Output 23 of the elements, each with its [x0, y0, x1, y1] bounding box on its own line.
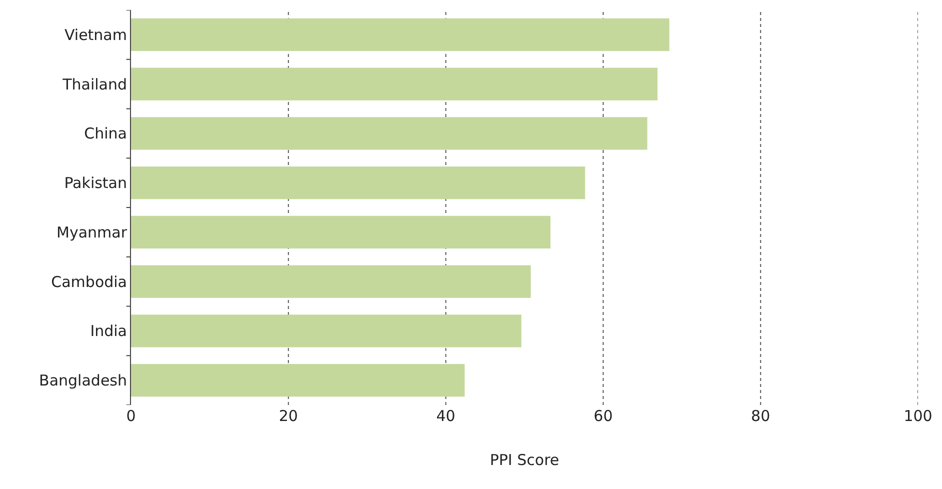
bar	[131, 265, 531, 298]
x-tick-label: 0	[126, 407, 136, 425]
x-tick-label: 80	[751, 407, 770, 425]
y-tick-label: India	[90, 322, 127, 340]
bar	[131, 117, 648, 150]
bar	[131, 166, 586, 200]
x-tick-label: 100	[904, 407, 932, 425]
y-tick-label: Thailand	[62, 75, 127, 94]
x-tick-label: 20	[278, 407, 298, 425]
bar	[131, 68, 658, 100]
y-tick-label: Myanmar	[56, 223, 128, 242]
x-axis-title: PPI Score	[490, 451, 560, 469]
y-tick-label: Vietnam	[64, 26, 127, 44]
y-tick-label: Pakistan	[64, 174, 127, 192]
x-tick-label: 60	[594, 407, 613, 425]
y-tick-label: China	[84, 124, 127, 143]
bar	[131, 18, 670, 51]
bar	[131, 364, 465, 397]
y-tick-label: Cambodia	[51, 272, 127, 291]
y-tick-label: Bangladesh	[39, 372, 127, 390]
x-tick-label: 40	[436, 407, 456, 425]
bar	[131, 314, 522, 348]
bar	[131, 216, 550, 248]
